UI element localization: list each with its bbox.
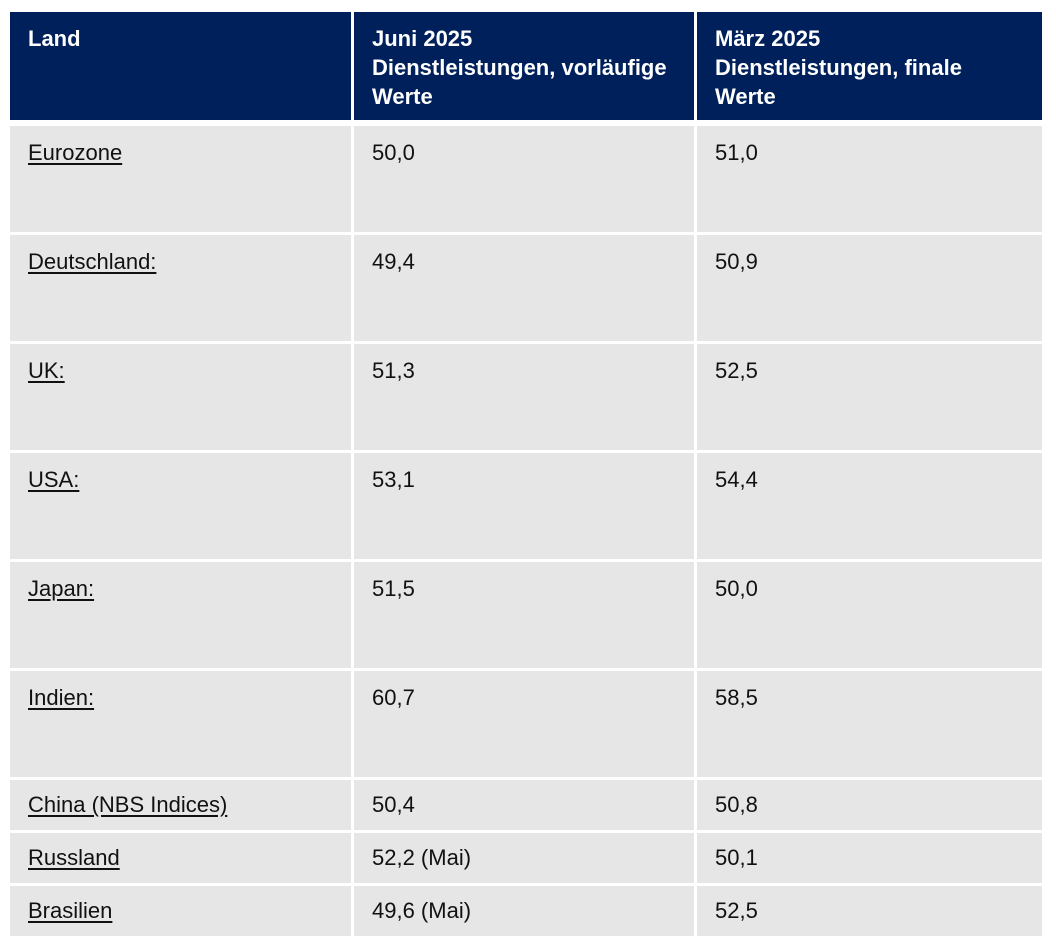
juni-value: 53,1 <box>354 453 697 559</box>
maerz-value: 52,5 <box>715 358 758 383</box>
juni-value: 49,6 (Mai) <box>354 886 697 936</box>
maerz-value: 58,5 <box>715 685 758 710</box>
juni-value: 51,3 <box>354 344 697 450</box>
juni-value: 51,5 <box>354 562 697 668</box>
header-land-label: Land <box>28 26 81 51</box>
table-header: Land Juni 2025 Dienstleistungen, vorläuf… <box>10 12 1042 126</box>
country-link[interactable]: Eurozone <box>28 140 123 165</box>
table-row: Russland 52,2 (Mai) 50,1 <box>10 833 1042 886</box>
country-link[interactable]: Japan: <box>28 576 95 601</box>
juni-value: 49,4 <box>354 235 697 341</box>
table-row: Indien: 60,7 58,5 <box>10 671 1042 780</box>
table-row: UK: 51,3 52,5 <box>10 344 1042 453</box>
maerz-value: 50,8 <box>715 792 758 817</box>
country-link[interactable]: Indien: <box>28 685 95 710</box>
pmi-table: Land Juni 2025 Dienstleistungen, vorläuf… <box>10 12 1042 939</box>
table-row: Brasilien 49,6 (Mai) 52,5 <box>10 886 1042 939</box>
maerz-value: 50,1 <box>715 845 758 870</box>
header-juni-line2: Dienstleistungen, vorläufige <box>372 55 667 80</box>
country-link[interactable]: Brasilien <box>28 898 113 923</box>
table-row: Eurozone 50,0 51,0 <box>10 126 1042 235</box>
country-link[interactable]: UK: <box>28 358 65 383</box>
header-juni-line1: Juni 2025 <box>372 26 473 51</box>
table-row: Japan: 51,5 50,0 <box>10 562 1042 671</box>
header-maerz: März 2025 Dienstleistungen, finale Werte <box>697 12 1042 120</box>
table-row: USA: 53,1 54,4 <box>10 453 1042 562</box>
maerz-value: 54,4 <box>715 467 758 492</box>
header-maerz-line2: Dienstleistungen, finale <box>715 55 962 80</box>
maerz-value: 50,0 <box>715 576 758 601</box>
header-maerz-line1: März 2025 <box>715 26 821 51</box>
country-link[interactable]: USA: <box>28 467 80 492</box>
maerz-value: 50,9 <box>715 249 758 274</box>
header-maerz-line3: Werte <box>715 84 776 109</box>
country-link[interactable]: Deutschland: <box>28 249 157 274</box>
header-juni-line3: Werte <box>372 84 433 109</box>
maerz-value: 51,0 <box>715 140 758 165</box>
table-row: Deutschland: 49,4 50,9 <box>10 235 1042 344</box>
juni-value: 50,0 <box>354 126 697 232</box>
country-link[interactable]: China (NBS Indices) <box>28 792 228 817</box>
juni-value: 50,4 <box>354 780 697 830</box>
table-row: China (NBS Indices) 50,4 50,8 <box>10 780 1042 833</box>
maerz-value: 52,5 <box>715 898 758 923</box>
header-juni: Juni 2025 Dienstleistungen, vorläufige W… <box>354 12 697 120</box>
juni-value: 60,7 <box>354 671 697 777</box>
header-land: Land <box>10 12 354 120</box>
country-link[interactable]: Russland <box>28 845 120 870</box>
juni-value: 52,2 (Mai) <box>354 833 697 883</box>
